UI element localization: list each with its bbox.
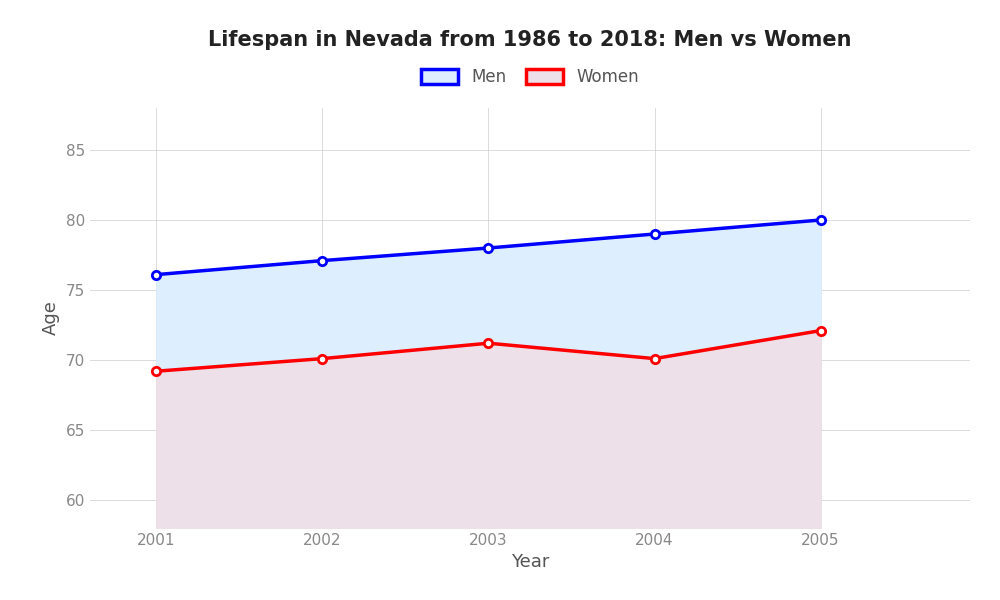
Men [316,257,328,264]
X-axis label: Year: Year [511,553,549,571]
Men [482,244,494,251]
Y-axis label: Age: Age [42,301,60,335]
Line: Women: Women [152,326,825,376]
Women [482,340,494,347]
Legend: Men, Women: Men, Women [414,62,646,93]
Women [649,355,661,362]
Women [150,368,162,375]
Women [316,355,328,362]
Title: Lifespan in Nevada from 1986 to 2018: Men vs Women: Lifespan in Nevada from 1986 to 2018: Me… [208,29,852,49]
Women [815,327,827,334]
Men [649,230,661,238]
Men [150,271,162,278]
Men [815,217,827,224]
Line: Men: Men [152,216,825,279]
